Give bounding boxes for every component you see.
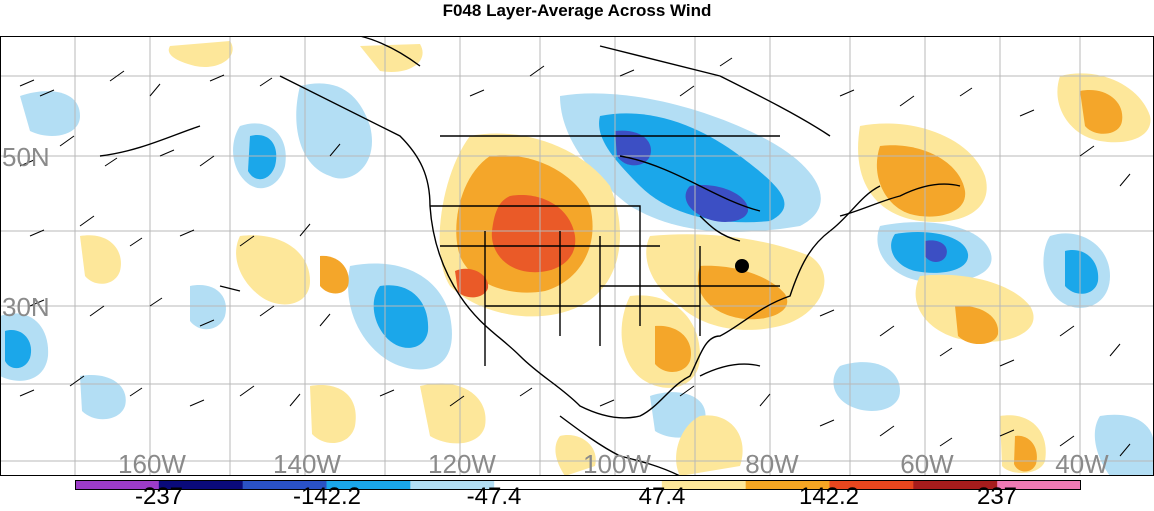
forecast-map: 50N 30N 160W 140W 120W 100W 80W 60W 40W bbox=[0, 36, 1154, 476]
lon-label-120w: 120W bbox=[428, 449, 496, 476]
lat-label-30n: 30N bbox=[2, 292, 50, 322]
lon-label-60w: 60W bbox=[900, 449, 954, 476]
colorbar-label: -47.4 bbox=[466, 483, 522, 510]
colorbar-cell bbox=[578, 480, 663, 490]
colorbar-label: -237 bbox=[134, 483, 184, 510]
colorbar-cell bbox=[913, 480, 998, 490]
colorbar-cell bbox=[661, 480, 747, 490]
lon-label-100w: 100W bbox=[583, 449, 651, 476]
lat-label-50n: 50N bbox=[2, 142, 50, 172]
colorbar-cell bbox=[410, 480, 495, 490]
colorbar-cell bbox=[75, 480, 160, 490]
coastlines bbox=[99, 36, 961, 476]
wind-barbs bbox=[19, 57, 1131, 457]
colorbar-cell bbox=[326, 480, 411, 490]
colorbar-label: 237 bbox=[976, 483, 1018, 510]
colorbar-cell bbox=[494, 480, 579, 490]
station-marker bbox=[735, 259, 749, 273]
colorbar-cell bbox=[242, 480, 327, 490]
colorbar-cell bbox=[829, 480, 914, 490]
colorbar-cell bbox=[997, 480, 1081, 490]
lon-label-140w: 140W bbox=[273, 449, 341, 476]
colorbar-cell bbox=[745, 480, 830, 490]
map-title: F048 Layer-Average Across Wind bbox=[442, 1, 712, 20]
lon-label-80w: 80W bbox=[745, 449, 799, 476]
shaded-contours bbox=[0, 41, 1154, 476]
colorbar-cell bbox=[158, 480, 244, 490]
lon-label-40w: 40W bbox=[1055, 449, 1109, 476]
colorbar-label: 47.4 bbox=[638, 483, 686, 510]
colorbar-label: -142.2 bbox=[292, 483, 362, 510]
colorbar bbox=[75, 480, 1081, 490]
lon-label-160w: 160W bbox=[118, 449, 186, 476]
colorbar-label: 142.2 bbox=[798, 483, 860, 510]
